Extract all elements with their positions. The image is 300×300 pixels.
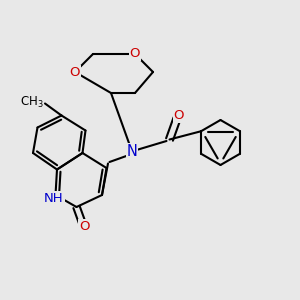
Text: NH: NH [44, 191, 64, 205]
Text: O: O [79, 220, 89, 233]
Text: O: O [130, 47, 140, 61]
Text: N: N [127, 144, 137, 159]
Text: CH$_3$: CH$_3$ [20, 94, 44, 110]
Text: O: O [70, 65, 80, 79]
Text: O: O [173, 109, 184, 122]
